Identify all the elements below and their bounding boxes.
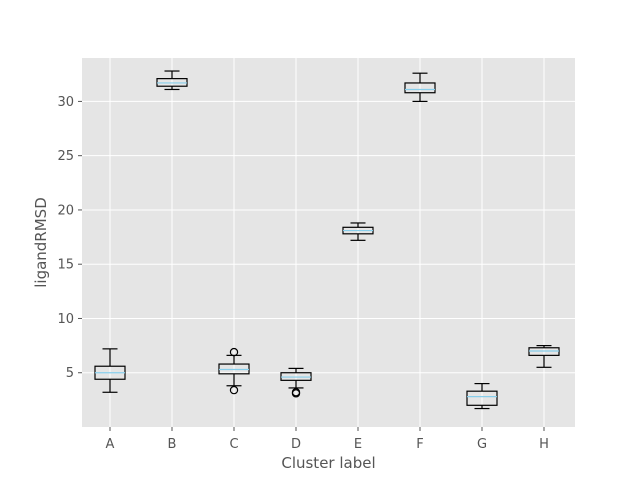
outlier-point — [229, 347, 239, 357]
y-tick-label: 25 — [57, 149, 74, 164]
box-E — [342, 222, 374, 241]
x-tick-label: D — [291, 437, 301, 452]
x-tick-label: G — [477, 437, 487, 452]
x-grid-lines — [109, 58, 545, 427]
x-axis-ticks: A B C D E F G H — [106, 427, 549, 452]
x-tick-label: E — [354, 437, 362, 452]
boxes-layer — [94, 70, 560, 410]
y-axis-ticks: 5 10 15 20 25 30 — [57, 95, 82, 381]
y-tick-label: 15 — [57, 258, 74, 273]
plot-area — [82, 58, 575, 427]
x-tick-label: C — [229, 437, 238, 452]
x-tick-label: B — [168, 437, 177, 452]
y-tick-label: 10 — [57, 312, 74, 327]
x-tick-label: H — [539, 437, 549, 452]
box-C — [218, 347, 250, 395]
box-A — [94, 348, 126, 393]
outlier-point — [291, 388, 301, 397]
box-F — [404, 72, 436, 103]
y-grid-lines — [82, 100, 575, 374]
box-H — [528, 345, 560, 368]
y-axis-title: ligandRMSD — [32, 197, 50, 288]
y-tick-label: 5 — [66, 366, 74, 381]
x-axis-title: Cluster label — [281, 454, 375, 472]
box-D — [280, 367, 312, 398]
box-iqr — [466, 390, 498, 406]
y-tick-label: 30 — [57, 95, 74, 110]
outlier-point — [229, 385, 239, 395]
x-tick-label: F — [416, 437, 423, 452]
box-iqr — [404, 82, 436, 94]
x-tick-label: A — [106, 437, 115, 452]
box-B — [156, 70, 188, 91]
box-G — [466, 382, 498, 410]
y-tick-label: 20 — [57, 203, 74, 218]
